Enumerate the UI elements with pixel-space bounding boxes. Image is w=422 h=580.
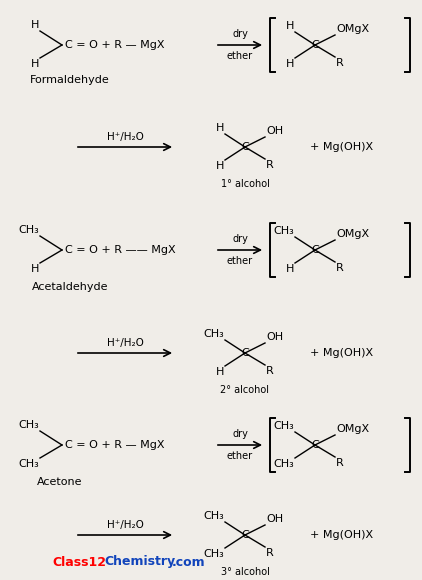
Text: H: H xyxy=(286,59,294,69)
Text: R: R xyxy=(336,458,344,468)
Text: C: C xyxy=(241,142,249,152)
Text: R: R xyxy=(266,366,274,376)
Text: CH₃: CH₃ xyxy=(273,226,294,236)
Text: OMgX: OMgX xyxy=(336,424,369,434)
Text: CH₃: CH₃ xyxy=(273,459,294,469)
Text: + Mg(OH)X: + Mg(OH)X xyxy=(310,530,373,540)
Text: H: H xyxy=(216,161,224,171)
Text: C = O + R — MgX: C = O + R — MgX xyxy=(65,440,165,450)
Text: H: H xyxy=(286,21,294,31)
Text: Acetaldehyde: Acetaldehyde xyxy=(32,282,108,292)
Text: 2° alcohol: 2° alcohol xyxy=(221,385,270,395)
Text: CH₃: CH₃ xyxy=(203,549,224,559)
Text: H: H xyxy=(216,367,224,377)
Text: Acetone: Acetone xyxy=(37,477,83,487)
Text: CH₃: CH₃ xyxy=(203,511,224,521)
Text: + Mg(OH)X: + Mg(OH)X xyxy=(310,142,373,152)
Text: CH₃: CH₃ xyxy=(18,225,39,235)
Text: R: R xyxy=(266,548,274,558)
Text: + Mg(OH)X: + Mg(OH)X xyxy=(310,348,373,358)
Text: dry: dry xyxy=(232,234,248,244)
Text: C: C xyxy=(241,348,249,358)
Text: C: C xyxy=(311,440,319,450)
Text: dry: dry xyxy=(232,29,248,39)
Text: Class12: Class12 xyxy=(52,556,106,568)
Text: C: C xyxy=(241,530,249,540)
Text: .com: .com xyxy=(172,556,206,568)
Text: OH: OH xyxy=(266,332,283,342)
Text: H: H xyxy=(286,264,294,274)
Text: ether: ether xyxy=(227,256,253,266)
Text: H: H xyxy=(216,123,224,133)
Text: H: H xyxy=(31,20,39,30)
Text: C = O + R — MgX: C = O + R — MgX xyxy=(65,40,165,50)
Text: H: H xyxy=(31,59,39,69)
Text: H: H xyxy=(31,264,39,274)
Text: Chemistry: Chemistry xyxy=(104,556,175,568)
Text: CH₃: CH₃ xyxy=(18,420,39,430)
Text: C = O + R —— MgX: C = O + R —— MgX xyxy=(65,245,176,255)
Text: C: C xyxy=(311,40,319,50)
Text: CH₃: CH₃ xyxy=(203,329,224,339)
Text: H⁺/H₂O: H⁺/H₂O xyxy=(107,338,143,348)
Text: CH₃: CH₃ xyxy=(18,459,39,469)
Text: dry: dry xyxy=(232,429,248,439)
Text: R: R xyxy=(266,160,274,170)
Text: Formaldehyde: Formaldehyde xyxy=(30,75,110,85)
Text: H⁺/H₂O: H⁺/H₂O xyxy=(107,520,143,530)
Text: 3° alcohol: 3° alcohol xyxy=(221,567,269,577)
Text: C: C xyxy=(311,245,319,255)
Text: OMgX: OMgX xyxy=(336,24,369,34)
Text: ether: ether xyxy=(227,51,253,61)
Text: R: R xyxy=(336,263,344,273)
Text: R: R xyxy=(336,58,344,68)
Text: 1° alcohol: 1° alcohol xyxy=(221,179,269,189)
Text: CH₃: CH₃ xyxy=(273,421,294,431)
Text: ether: ether xyxy=(227,451,253,461)
Text: OH: OH xyxy=(266,514,283,524)
Text: OH: OH xyxy=(266,126,283,136)
Text: H⁺/H₂O: H⁺/H₂O xyxy=(107,132,143,142)
Text: OMgX: OMgX xyxy=(336,229,369,239)
